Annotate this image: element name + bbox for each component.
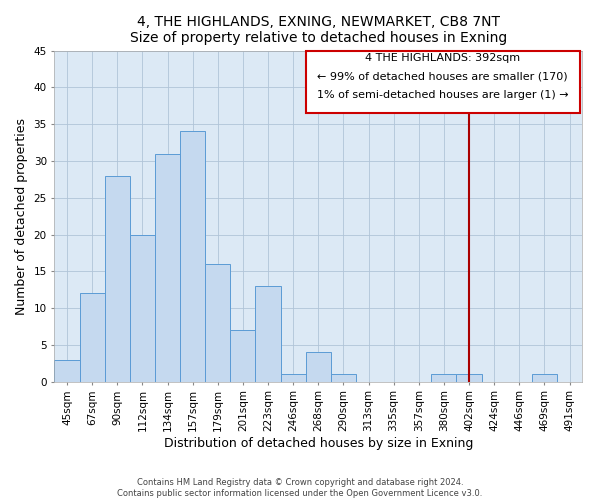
Bar [331, 374, 356, 382]
Title: 4, THE HIGHLANDS, EXNING, NEWMARKET, CB8 7NT
Size of property relative to detach: 4, THE HIGHLANDS, EXNING, NEWMARKET, CB8… [130, 15, 507, 45]
Bar [230, 330, 256, 382]
Bar [104, 176, 130, 382]
Bar [205, 264, 230, 382]
Bar [55, 360, 80, 382]
Bar [431, 374, 457, 382]
Text: Contains HM Land Registry data © Crown copyright and database right 2024.
Contai: Contains HM Land Registry data © Crown c… [118, 478, 482, 498]
Bar [256, 286, 281, 382]
Text: ← 99% of detached houses are smaller (170): ← 99% of detached houses are smaller (17… [317, 72, 568, 82]
X-axis label: Distribution of detached houses by size in Exning: Distribution of detached houses by size … [164, 437, 473, 450]
Text: 1% of semi-detached houses are larger (1) →: 1% of semi-detached houses are larger (1… [317, 90, 568, 101]
Bar [281, 374, 305, 382]
Bar [305, 352, 331, 382]
Y-axis label: Number of detached properties: Number of detached properties [15, 118, 28, 314]
Bar [155, 154, 180, 382]
Text: 4 THE HIGHLANDS: 392sqm: 4 THE HIGHLANDS: 392sqm [365, 54, 520, 64]
Bar [180, 132, 205, 382]
FancyBboxPatch shape [305, 50, 580, 113]
Bar [80, 294, 104, 382]
Bar [532, 374, 557, 382]
Bar [457, 374, 482, 382]
Bar [130, 234, 155, 382]
